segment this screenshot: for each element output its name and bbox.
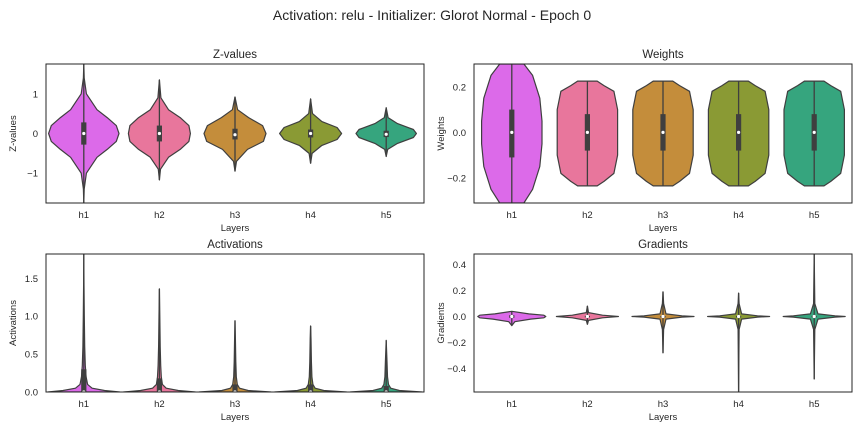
x-tick-label-h3: h3 [230,399,241,410]
x-tick-label-h4: h4 [305,399,316,410]
x-tick-label-h4: h4 [733,210,744,221]
x-tick-label-h5: h5 [809,210,820,221]
panel-title: Activations [207,239,263,251]
y-tick-label: 1.5 [25,274,38,285]
axes-frame [473,63,853,204]
y-tick-label: −0.4 [447,364,466,375]
panel-activations: 0.0 0.5 1.0 1.5 h1 h2 h3 h4 h5 Layers Activations A… [8,239,425,423]
y-tick-label: 0.2 [453,286,466,297]
violin-iqr-box-h5 [383,385,389,392]
violin-median-dot-h3 [233,133,237,137]
panel-gradients: −0.4 −0.2 0.0 0.2 0.4 h1 h2 h3 h4 h5 Layers Gradien… [436,239,853,423]
y-tick-label: −0.2 [447,173,466,184]
violin-median-dot-h4 [737,314,741,319]
violin-median-dot-h1 [82,131,86,136]
violin-iqr-box-h3 [232,384,238,392]
violin-median-dot-h3 [661,314,665,319]
panel-weights: −0.2 0.0 0.2 h1 h2 h3 h4 h5 Layers Weights Weights [436,49,853,234]
y-tick-label: 1 [33,89,38,100]
violin-median-dot-h4 [309,131,313,136]
x-tick-label-h3: h3 [230,210,241,221]
x-axis-label: Layers [221,412,250,423]
plot-area [48,64,417,203]
y-tick-label: 0.5 [25,350,38,361]
x-tick-label-h1: h1 [79,399,90,410]
panel-title: Weights [642,49,684,61]
violin-median-dot-h2 [157,131,161,136]
plot-area [477,254,846,392]
y-axis-label: Weights [436,116,447,150]
plot-area [47,254,423,392]
x-tick-label-h2: h2 [582,210,593,221]
y-tick-label: 0.2 [453,82,466,93]
violin-median-dot-h2 [585,314,590,319]
panel-title: Gradients [638,239,688,251]
violin-median-dot-h1 [510,130,514,134]
x-tick-label-h1: h1 [507,210,518,221]
violin-median-dot-h5 [812,130,816,134]
y-tick-label: 1.0 [25,312,38,323]
y-tick-label: 0.0 [453,128,466,139]
y-axis-label: Gradients [436,302,447,343]
x-tick-label-h2: h2 [154,399,165,410]
y-tick-label: 0 [33,129,38,140]
x-tick-label-h3: h3 [658,210,669,221]
x-tick-label-h5: h5 [809,399,820,410]
axes-frame [45,253,425,393]
x-tick-label-h1: h1 [507,399,518,410]
panel-z-values: −1 0 1 h1 h2 h3 h4 h5 Layers Z-values Z-values [8,49,425,234]
y-tick-label: −1 [27,169,38,180]
x-axis-label: Layers [221,223,250,234]
y-tick-label: 0.0 [25,388,38,399]
y-tick-label: 0.0 [453,312,466,323]
x-tick-label-h3: h3 [658,399,669,410]
plot-area [481,64,845,203]
violin-iqr-box-h1 [81,369,87,392]
panel-title: Z-values [213,49,257,61]
violin-iqr-box-h4 [308,384,314,392]
x-tick-label-h2: h2 [582,399,593,410]
y-tick-label: −0.2 [447,338,466,349]
x-tick-label-h4: h4 [305,210,316,221]
axes-frame [473,253,853,393]
y-tick-label: 0.4 [453,260,466,271]
x-tick-label-h4: h4 [733,399,744,410]
y-axis-label: Z-values [8,115,19,152]
violin-median-dot-h5 [384,132,388,136]
x-tick-label-h2: h2 [154,210,165,221]
y-axis-label: Activations [8,300,19,346]
x-tick-label-h5: h5 [381,210,392,221]
x-tick-label-h5: h5 [381,399,392,410]
violin-median-dot-h4 [737,130,741,134]
violin-median-dot-h2 [585,130,590,134]
violin-median-dot-h5 [812,314,816,319]
violin-iqr-box-h2 [156,378,162,392]
x-axis-label: Layers [649,412,678,423]
x-tick-label-h1: h1 [79,210,90,221]
violin-median-dot-h3 [661,130,665,134]
x-axis-label: Layers [649,223,678,234]
violin-median-dot-h1 [510,314,514,319]
axes-frame [45,63,425,204]
figure-suptitle: Activation: relu - Initializer: Glorot N… [272,7,592,23]
